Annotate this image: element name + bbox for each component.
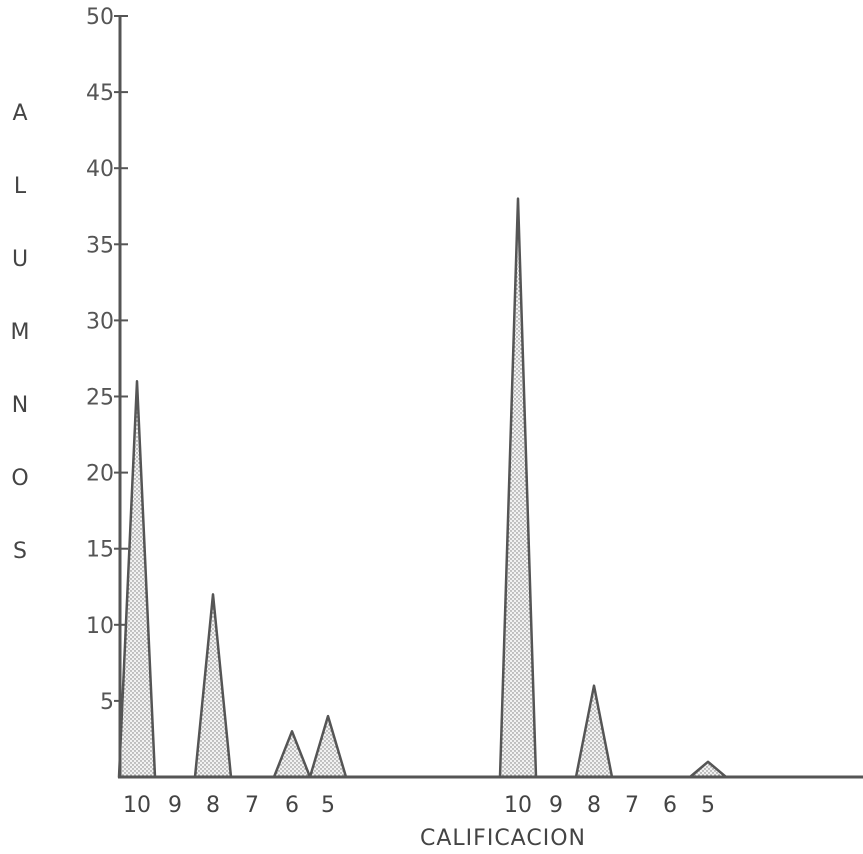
y-axis-label-letter: A [12, 101, 27, 126]
x-axis-label: CALIFICACION [420, 826, 586, 851]
data-peak [308, 714, 348, 779]
x-category-label: 10 [504, 793, 532, 818]
data-peak [688, 760, 728, 779]
x-category-label: 5 [321, 793, 335, 818]
x-category-label: 5 [701, 793, 715, 818]
data-peak [498, 197, 538, 779]
y-tick-label: 15 [86, 538, 114, 563]
y-tick-label: 40 [86, 157, 114, 182]
x-category-label: 9 [168, 793, 182, 818]
y-tick-label: 45 [86, 81, 114, 106]
data-peak [574, 684, 614, 779]
x-category-label: 7 [245, 793, 259, 818]
y-tick-label: 25 [86, 386, 114, 411]
x-category-label: 7 [625, 793, 639, 818]
y-axis-label-letter: L [14, 174, 27, 199]
y-tick-label: 5 [100, 690, 114, 715]
y-axis-label-letter: S [13, 539, 27, 564]
y-axis-ticks: 5 10 15 20 25 30 35 40 45 50 [86, 5, 128, 715]
y-axis-label-letter: O [11, 466, 28, 491]
x-category-label: 8 [206, 793, 220, 818]
data-peak [193, 593, 233, 779]
data-peak [272, 730, 312, 779]
y-axis-label-letter: M [11, 320, 30, 345]
y-axis-label: A L U M N O S [11, 101, 30, 564]
x-category-label: 6 [663, 793, 677, 818]
y-tick-label: 10 [86, 614, 114, 639]
x-category-label: 9 [549, 793, 563, 818]
y-tick-label: 35 [86, 233, 114, 258]
y-tick-label: 20 [86, 462, 114, 487]
x-category-label: 10 [123, 793, 151, 818]
x-category-label: 6 [285, 793, 299, 818]
y-axis-label-letter: U [12, 247, 28, 272]
x-category-label: 8 [587, 793, 601, 818]
y-tick-label: 50 [86, 5, 114, 30]
plot-area [117, 197, 728, 779]
y-tick-label: 30 [86, 309, 114, 334]
data-peak [117, 380, 157, 779]
x-axis-categories: 10 9 8 7 6 5 10 9 8 7 6 5 [123, 793, 715, 818]
y-axis-label-letter: N [12, 393, 28, 418]
